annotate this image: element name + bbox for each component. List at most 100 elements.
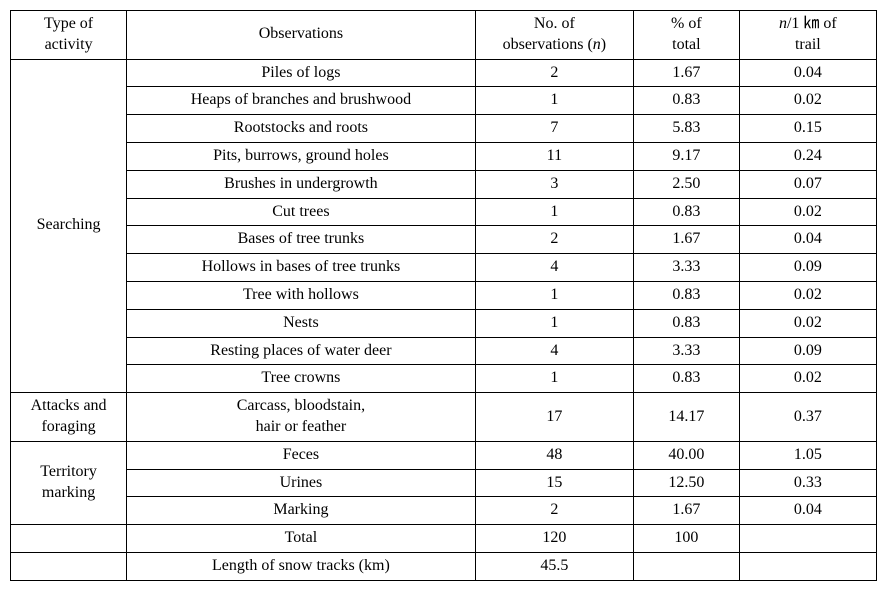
observation-cell: Cut trees bbox=[127, 198, 476, 226]
observation-cell: Nests bbox=[127, 309, 476, 337]
observation-cell: Resting places of water deer bbox=[127, 337, 476, 365]
observation-cell: Carcass, bloodstain,hair or feather bbox=[127, 393, 476, 442]
n-cell: 1 bbox=[475, 87, 633, 115]
observation-cell: Pits, burrows, ground holes bbox=[127, 142, 476, 170]
km-cell bbox=[739, 552, 876, 580]
n-cell: 48 bbox=[475, 441, 633, 469]
activity-cell: Searching bbox=[11, 59, 127, 393]
table-row: Urines1512.500.33 bbox=[11, 469, 877, 497]
n-cell: 45.5 bbox=[475, 552, 633, 580]
pct-cell: 0.83 bbox=[634, 198, 740, 226]
n-cell: 120 bbox=[475, 525, 633, 553]
pct-cell: 100 bbox=[634, 525, 740, 553]
table-row: Hollows in bases of tree trunks43.330.09 bbox=[11, 254, 877, 282]
header-activity: Type ofactivity bbox=[11, 11, 127, 60]
km-cell bbox=[739, 525, 876, 553]
header-km: n/1 ㎞ of trail bbox=[739, 11, 876, 60]
observation-cell: Total bbox=[127, 525, 476, 553]
table-row: Resting places of water deer43.330.09 bbox=[11, 337, 877, 365]
n-cell: 1 bbox=[475, 365, 633, 393]
pct-cell: 0.83 bbox=[634, 365, 740, 393]
n-cell: 4 bbox=[475, 254, 633, 282]
pct-cell: 1.67 bbox=[634, 226, 740, 254]
km-cell: 0.24 bbox=[739, 142, 876, 170]
table-row: Nests10.830.02 bbox=[11, 309, 877, 337]
pct-cell: 9.17 bbox=[634, 142, 740, 170]
km-cell: 0.15 bbox=[739, 115, 876, 143]
pct-cell: 5.83 bbox=[634, 115, 740, 143]
table-row: TerritorymarkingFeces4840.001.05 bbox=[11, 441, 877, 469]
observation-cell: Marking bbox=[127, 497, 476, 525]
pct-cell: 1.67 bbox=[634, 59, 740, 87]
observation-cell: Feces bbox=[127, 441, 476, 469]
observation-cell: Tree crowns bbox=[127, 365, 476, 393]
km-cell: 0.09 bbox=[739, 254, 876, 282]
km-cell: 1.05 bbox=[739, 441, 876, 469]
observation-cell: Brushes in undergrowth bbox=[127, 170, 476, 198]
pct-cell: 0.83 bbox=[634, 281, 740, 309]
observation-cell: Piles of logs bbox=[127, 59, 476, 87]
observation-cell: Rootstocks and roots bbox=[127, 115, 476, 143]
n-cell: 4 bbox=[475, 337, 633, 365]
n-cell: 17 bbox=[475, 393, 633, 442]
footer-row: Length of snow tracks (km)45.5 bbox=[11, 552, 877, 580]
n-cell: 1 bbox=[475, 309, 633, 337]
km-cell: 0.04 bbox=[739, 497, 876, 525]
km-cell: 0.02 bbox=[739, 198, 876, 226]
pct-cell: 0.83 bbox=[634, 87, 740, 115]
pct-cell: 0.83 bbox=[634, 309, 740, 337]
observation-cell: Hollows in bases of tree trunks bbox=[127, 254, 476, 282]
pct-cell: 1.67 bbox=[634, 497, 740, 525]
km-cell: 0.02 bbox=[739, 87, 876, 115]
table-row: Cut trees10.830.02 bbox=[11, 198, 877, 226]
pct-cell: 3.33 bbox=[634, 337, 740, 365]
activity-cell: Attacks andforaging bbox=[11, 393, 127, 442]
table-row: Rootstocks and roots75.830.15 bbox=[11, 115, 877, 143]
table-row: Brushes in undergrowth32.500.07 bbox=[11, 170, 877, 198]
observation-cell: Urines bbox=[127, 469, 476, 497]
header-n-obs: No. of observations (n) bbox=[475, 11, 633, 60]
table-row: Pits, burrows, ground holes119.170.24 bbox=[11, 142, 877, 170]
n-cell: 2 bbox=[475, 497, 633, 525]
activity-cell-empty bbox=[11, 525, 127, 553]
pct-cell: 12.50 bbox=[634, 469, 740, 497]
table-row: Bases of tree trunks21.670.04 bbox=[11, 226, 877, 254]
table-row: Tree crowns10.830.02 bbox=[11, 365, 877, 393]
pct-cell: 2.50 bbox=[634, 170, 740, 198]
km-cell: 0.02 bbox=[739, 281, 876, 309]
activity-cell-empty bbox=[11, 552, 127, 580]
pct-cell: 14.17 bbox=[634, 393, 740, 442]
km-cell: 0.04 bbox=[739, 59, 876, 87]
pct-cell: 40.00 bbox=[634, 441, 740, 469]
observation-cell: Length of snow tracks (km) bbox=[127, 552, 476, 580]
n-cell: 7 bbox=[475, 115, 633, 143]
header-row: Type ofactivity Observations No. of obse… bbox=[11, 11, 877, 60]
table-row: SearchingPiles of logs21.670.04 bbox=[11, 59, 877, 87]
footer-row: Total120100 bbox=[11, 525, 877, 553]
km-cell: 0.02 bbox=[739, 309, 876, 337]
n-cell: 11 bbox=[475, 142, 633, 170]
observation-cell: Bases of tree trunks bbox=[127, 226, 476, 254]
header-observations: Observations bbox=[127, 11, 476, 60]
km-cell: 0.09 bbox=[739, 337, 876, 365]
pct-cell: 3.33 bbox=[634, 254, 740, 282]
n-cell: 1 bbox=[475, 281, 633, 309]
header-pct: % of total bbox=[634, 11, 740, 60]
n-cell: 2 bbox=[475, 226, 633, 254]
n-cell: 3 bbox=[475, 170, 633, 198]
n-cell: 2 bbox=[475, 59, 633, 87]
table-row: Marking21.670.04 bbox=[11, 497, 877, 525]
km-cell: 0.02 bbox=[739, 365, 876, 393]
table-row: Heaps of branches and brushwood10.830.02 bbox=[11, 87, 877, 115]
km-cell: 0.07 bbox=[739, 170, 876, 198]
km-cell: 0.04 bbox=[739, 226, 876, 254]
km-cell: 0.37 bbox=[739, 393, 876, 442]
n-cell: 15 bbox=[475, 469, 633, 497]
km-cell: 0.33 bbox=[739, 469, 876, 497]
table-row: Attacks andforagingCarcass, bloodstain,h… bbox=[11, 393, 877, 442]
pct-cell bbox=[634, 552, 740, 580]
table-row: Tree with hollows10.830.02 bbox=[11, 281, 877, 309]
observation-cell: Tree with hollows bbox=[127, 281, 476, 309]
activity-cell: Territorymarking bbox=[11, 441, 127, 524]
n-cell: 1 bbox=[475, 198, 633, 226]
